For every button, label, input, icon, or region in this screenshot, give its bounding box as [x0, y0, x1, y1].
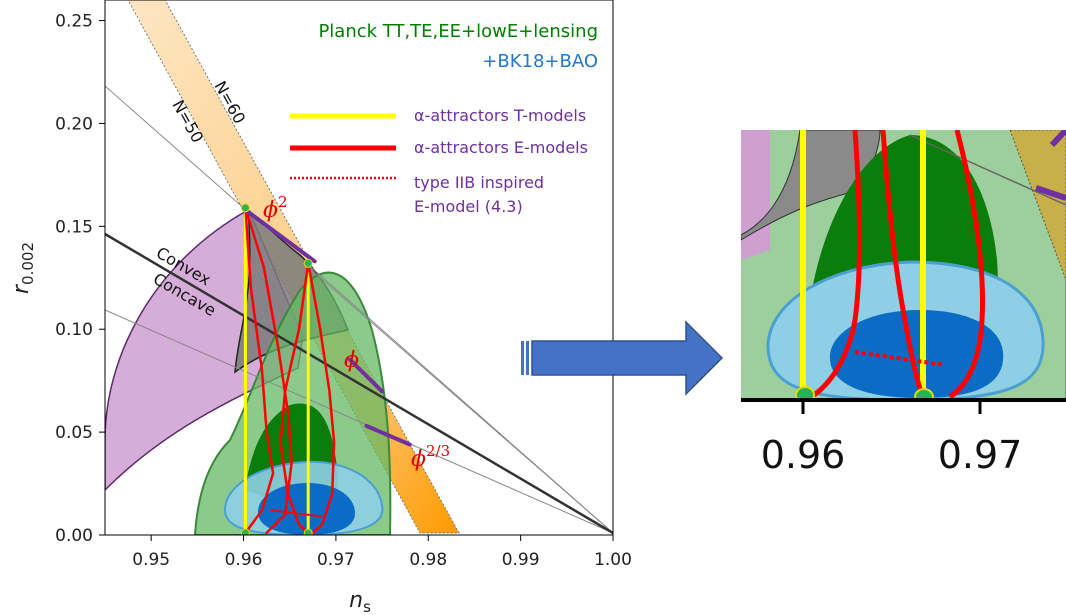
legend-label-type-iib-line2: E-model (4.3): [414, 197, 523, 216]
concave-ref-line: [105, 309, 613, 534]
marker-layer: [240, 203, 313, 535]
y-tick-label: 0.00: [55, 526, 93, 546]
zoom-marker-1: [795, 386, 815, 400]
x-tick-label: 0.95: [132, 550, 170, 570]
y-tick-label: 0.10: [55, 320, 93, 340]
series-monomial: [347, 357, 385, 394]
zoom-band-region: [1009, 130, 1066, 400]
zoom-e-model-2: [880, 130, 926, 398]
zoom-tick-label-097: 0.97: [938, 433, 1023, 477]
y-tick-label: 0.05: [55, 423, 93, 443]
dataset-title-planck: Planck TT,TE,EE+lowE+lensing: [318, 21, 598, 42]
x-tick-label: 0.97: [317, 550, 355, 570]
plot-area: [105, 0, 613, 535]
arrow-tail-stripe-2: [526, 341, 529, 375]
legend-label-e-models: α-attractors E-models: [414, 138, 588, 157]
zoom-arrow: [521, 320, 724, 396]
x-tick-label: 0.96: [225, 550, 263, 570]
arrow-body: [531, 320, 724, 396]
phi2-label: ϕ2: [263, 193, 288, 223]
x-axis-title: ns: [349, 588, 371, 615]
legend-label-type-iib: type IIB inspired: [414, 173, 544, 192]
convex-concave-line: [105, 232, 613, 535]
main-plot: 0.95 0.96 0.97 0.98 0.99 1.00 0.00 0.05 0.10 0.1…: [9, 0, 632, 615]
x-tick-label: 1.00: [594, 550, 632, 570]
dataset-title-bk18: +BK18+BAO: [482, 51, 598, 72]
zoom-purple-segment: [1035, 185, 1066, 201]
series-type-iib: [270, 509, 324, 518]
zoom-marker-2: [914, 388, 934, 400]
y-axis-ticks: 0.00 0.05 0.10 0.15 0.20 0.25: [55, 12, 105, 546]
endpoint-marker: [240, 528, 250, 535]
phi23-label: ϕ2/3: [411, 442, 450, 472]
y-tick-label: 0.25: [55, 12, 93, 32]
arrow-tail-stripe-1: [521, 341, 524, 375]
series-monomial: [246, 209, 317, 264]
plot-frame: [104, 0, 614, 536]
legend: α-attractors T-models α-attractors E-mod…: [290, 106, 588, 216]
zoom-purple-segment-top: [1049, 130, 1066, 148]
endpoint-marker: [303, 258, 313, 268]
x-tick-label: 0.98: [409, 550, 447, 570]
series-e-models: [244, 206, 275, 535]
zoom-bk18-68-region: [829, 310, 1004, 398]
endpoint-marker: [303, 528, 313, 535]
legend-label-t-models: α-attractors T-models: [414, 106, 586, 125]
series-e-models: [244, 206, 293, 535]
zoom-tick-label-096: 0.96: [761, 433, 846, 477]
series-monomial: [364, 423, 412, 447]
zoom-e-model-3: [948, 130, 986, 400]
zoom-type-iib: [854, 350, 946, 367]
endpoint-marker: [240, 203, 250, 213]
y-tick-label: 0.15: [55, 217, 93, 237]
series-layer: [243, 206, 412, 535]
zoom-purple-region: [741, 130, 770, 260]
x-tick-label: 0.99: [502, 550, 540, 570]
series-e-models: [279, 262, 310, 535]
zoom-e-model-1: [812, 130, 863, 398]
phi-label: ϕ: [344, 348, 359, 373]
series-e-models: [306, 262, 336, 535]
y-tick-label: 0.20: [55, 114, 93, 134]
zoom-ref-line: [909, 134, 1066, 206]
zoom-inset: 0.96 0.97: [741, 130, 1066, 477]
zoom-plot-area: [741, 130, 1066, 400]
monomial-labels: ϕ2 ϕ ϕ2/3: [263, 193, 450, 472]
n60-ref-line: [299, 259, 613, 534]
y-axis-title: r0.002: [9, 242, 37, 294]
x-axis-ticks: 0.95 0.96 0.97 0.98 0.99 1.00: [132, 535, 632, 570]
